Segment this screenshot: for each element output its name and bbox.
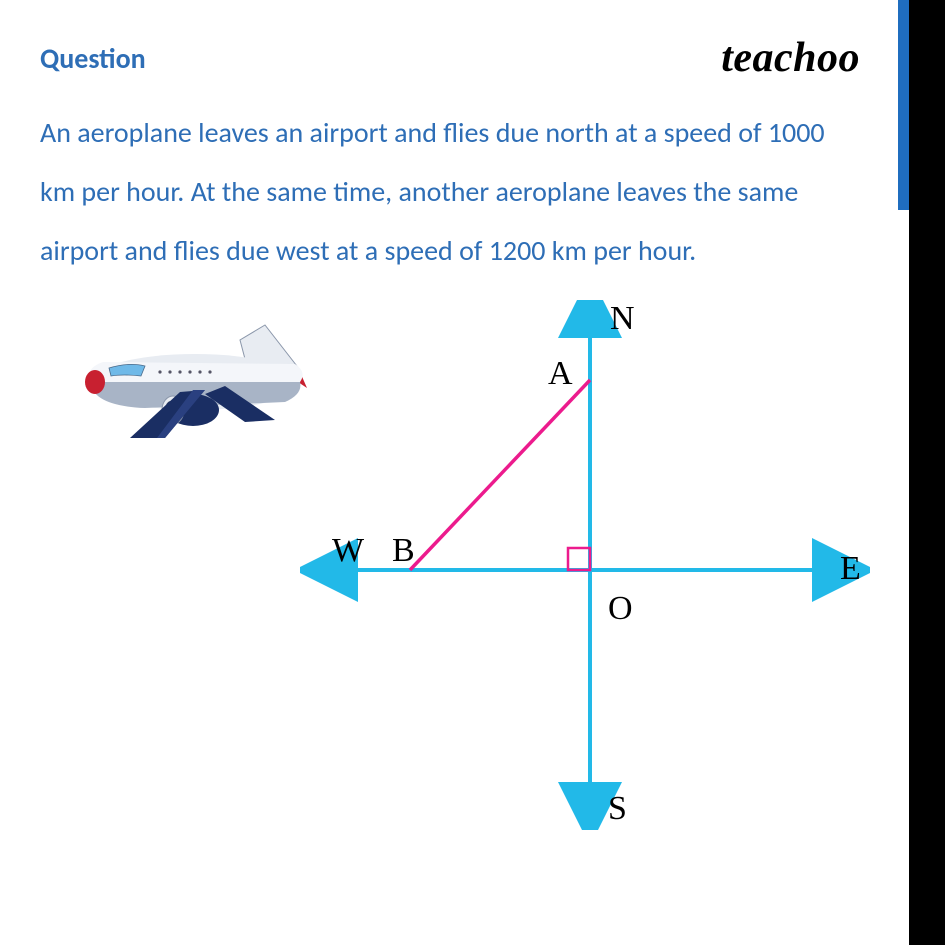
brand-logo: teachoo: [721, 34, 860, 82]
airplane-icon: [75, 310, 325, 460]
question-text: An aeroplane leaves an airport and flies…: [40, 104, 860, 280]
header-row: Question teachoo: [40, 34, 860, 82]
page-content: Question teachoo An aeroplane leaves an …: [0, 0, 945, 840]
question-label: Question: [40, 41, 146, 76]
diagram: N A W B E O S: [40, 300, 860, 840]
label-N: N: [610, 300, 635, 338]
label-B: B: [392, 532, 415, 570]
label-S: S: [608, 790, 627, 828]
label-W: W: [332, 532, 364, 570]
sidebar-accent-black: [909, 0, 945, 945]
compass-diagram: [300, 300, 870, 830]
label-A: A: [548, 355, 573, 393]
label-E: E: [840, 550, 861, 588]
label-O: O: [608, 590, 633, 628]
